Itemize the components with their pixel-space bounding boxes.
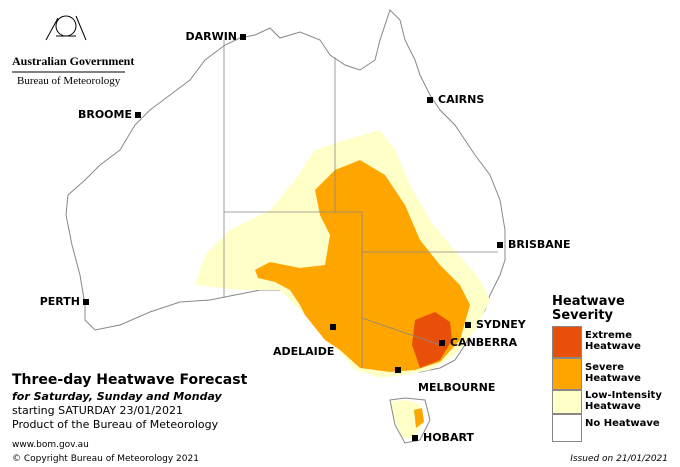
legend-swatch <box>552 414 582 442</box>
agency: Bureau of Meteorology <box>17 75 121 87</box>
extreme-area <box>412 312 452 368</box>
copyright: © Copyright Bureau of Meteorology 2021 <box>12 454 199 464</box>
legend-swatch <box>552 326 582 358</box>
legend-title: Heatwave Severity <box>552 294 625 323</box>
city-label: BRISBANE <box>508 238 571 251</box>
city-marker <box>439 340 445 346</box>
government: Australian Government <box>12 54 135 68</box>
logo <box>45 15 87 41</box>
starting: starting SATURDAY 23/01/2021 <box>12 404 183 417</box>
city-label: HOBART <box>423 431 474 444</box>
city-marker <box>330 324 336 330</box>
city-label: PERTH <box>39 295 80 308</box>
city-marker <box>135 112 141 118</box>
product: Product of the Bureau of Meteorology <box>12 418 219 431</box>
legend-label: Low-Intensity Heatwave <box>585 390 662 412</box>
city-marker <box>465 322 471 328</box>
state-borders <box>223 40 498 368</box>
city-marker <box>412 435 418 441</box>
city-marker <box>240 34 246 40</box>
tasmania <box>389 397 431 444</box>
legend-label: No Heatwave <box>585 418 660 429</box>
city-label: BROOME <box>77 108 132 121</box>
city-marker <box>395 367 401 373</box>
issued: Issued on 21/01/2021 <box>570 454 668 464</box>
legend-label: Extreme Heatwave <box>585 330 641 352</box>
city-marker <box>427 97 433 103</box>
severe-area <box>255 160 470 428</box>
city-label: SYDNEY <box>476 318 526 331</box>
city-marker <box>497 242 503 248</box>
website: www.bom.gov.au <box>12 440 89 450</box>
legend-label: Severe Heatwave <box>585 362 641 384</box>
city-label: CAIRNS <box>438 93 485 106</box>
legend-swatch <box>552 358 582 390</box>
legend-swatch <box>552 390 582 414</box>
city-label: CANBERRA <box>450 336 518 349</box>
subtitle: for Saturday, Sunday and Monday <box>12 390 222 403</box>
city-label: MELBOURNE <box>418 381 496 394</box>
city-label: ADELAIDE <box>273 345 335 358</box>
city-marker <box>83 299 89 305</box>
city-label: DARWIN <box>185 30 237 43</box>
title: Three-day Heatwave Forecast <box>12 372 248 388</box>
